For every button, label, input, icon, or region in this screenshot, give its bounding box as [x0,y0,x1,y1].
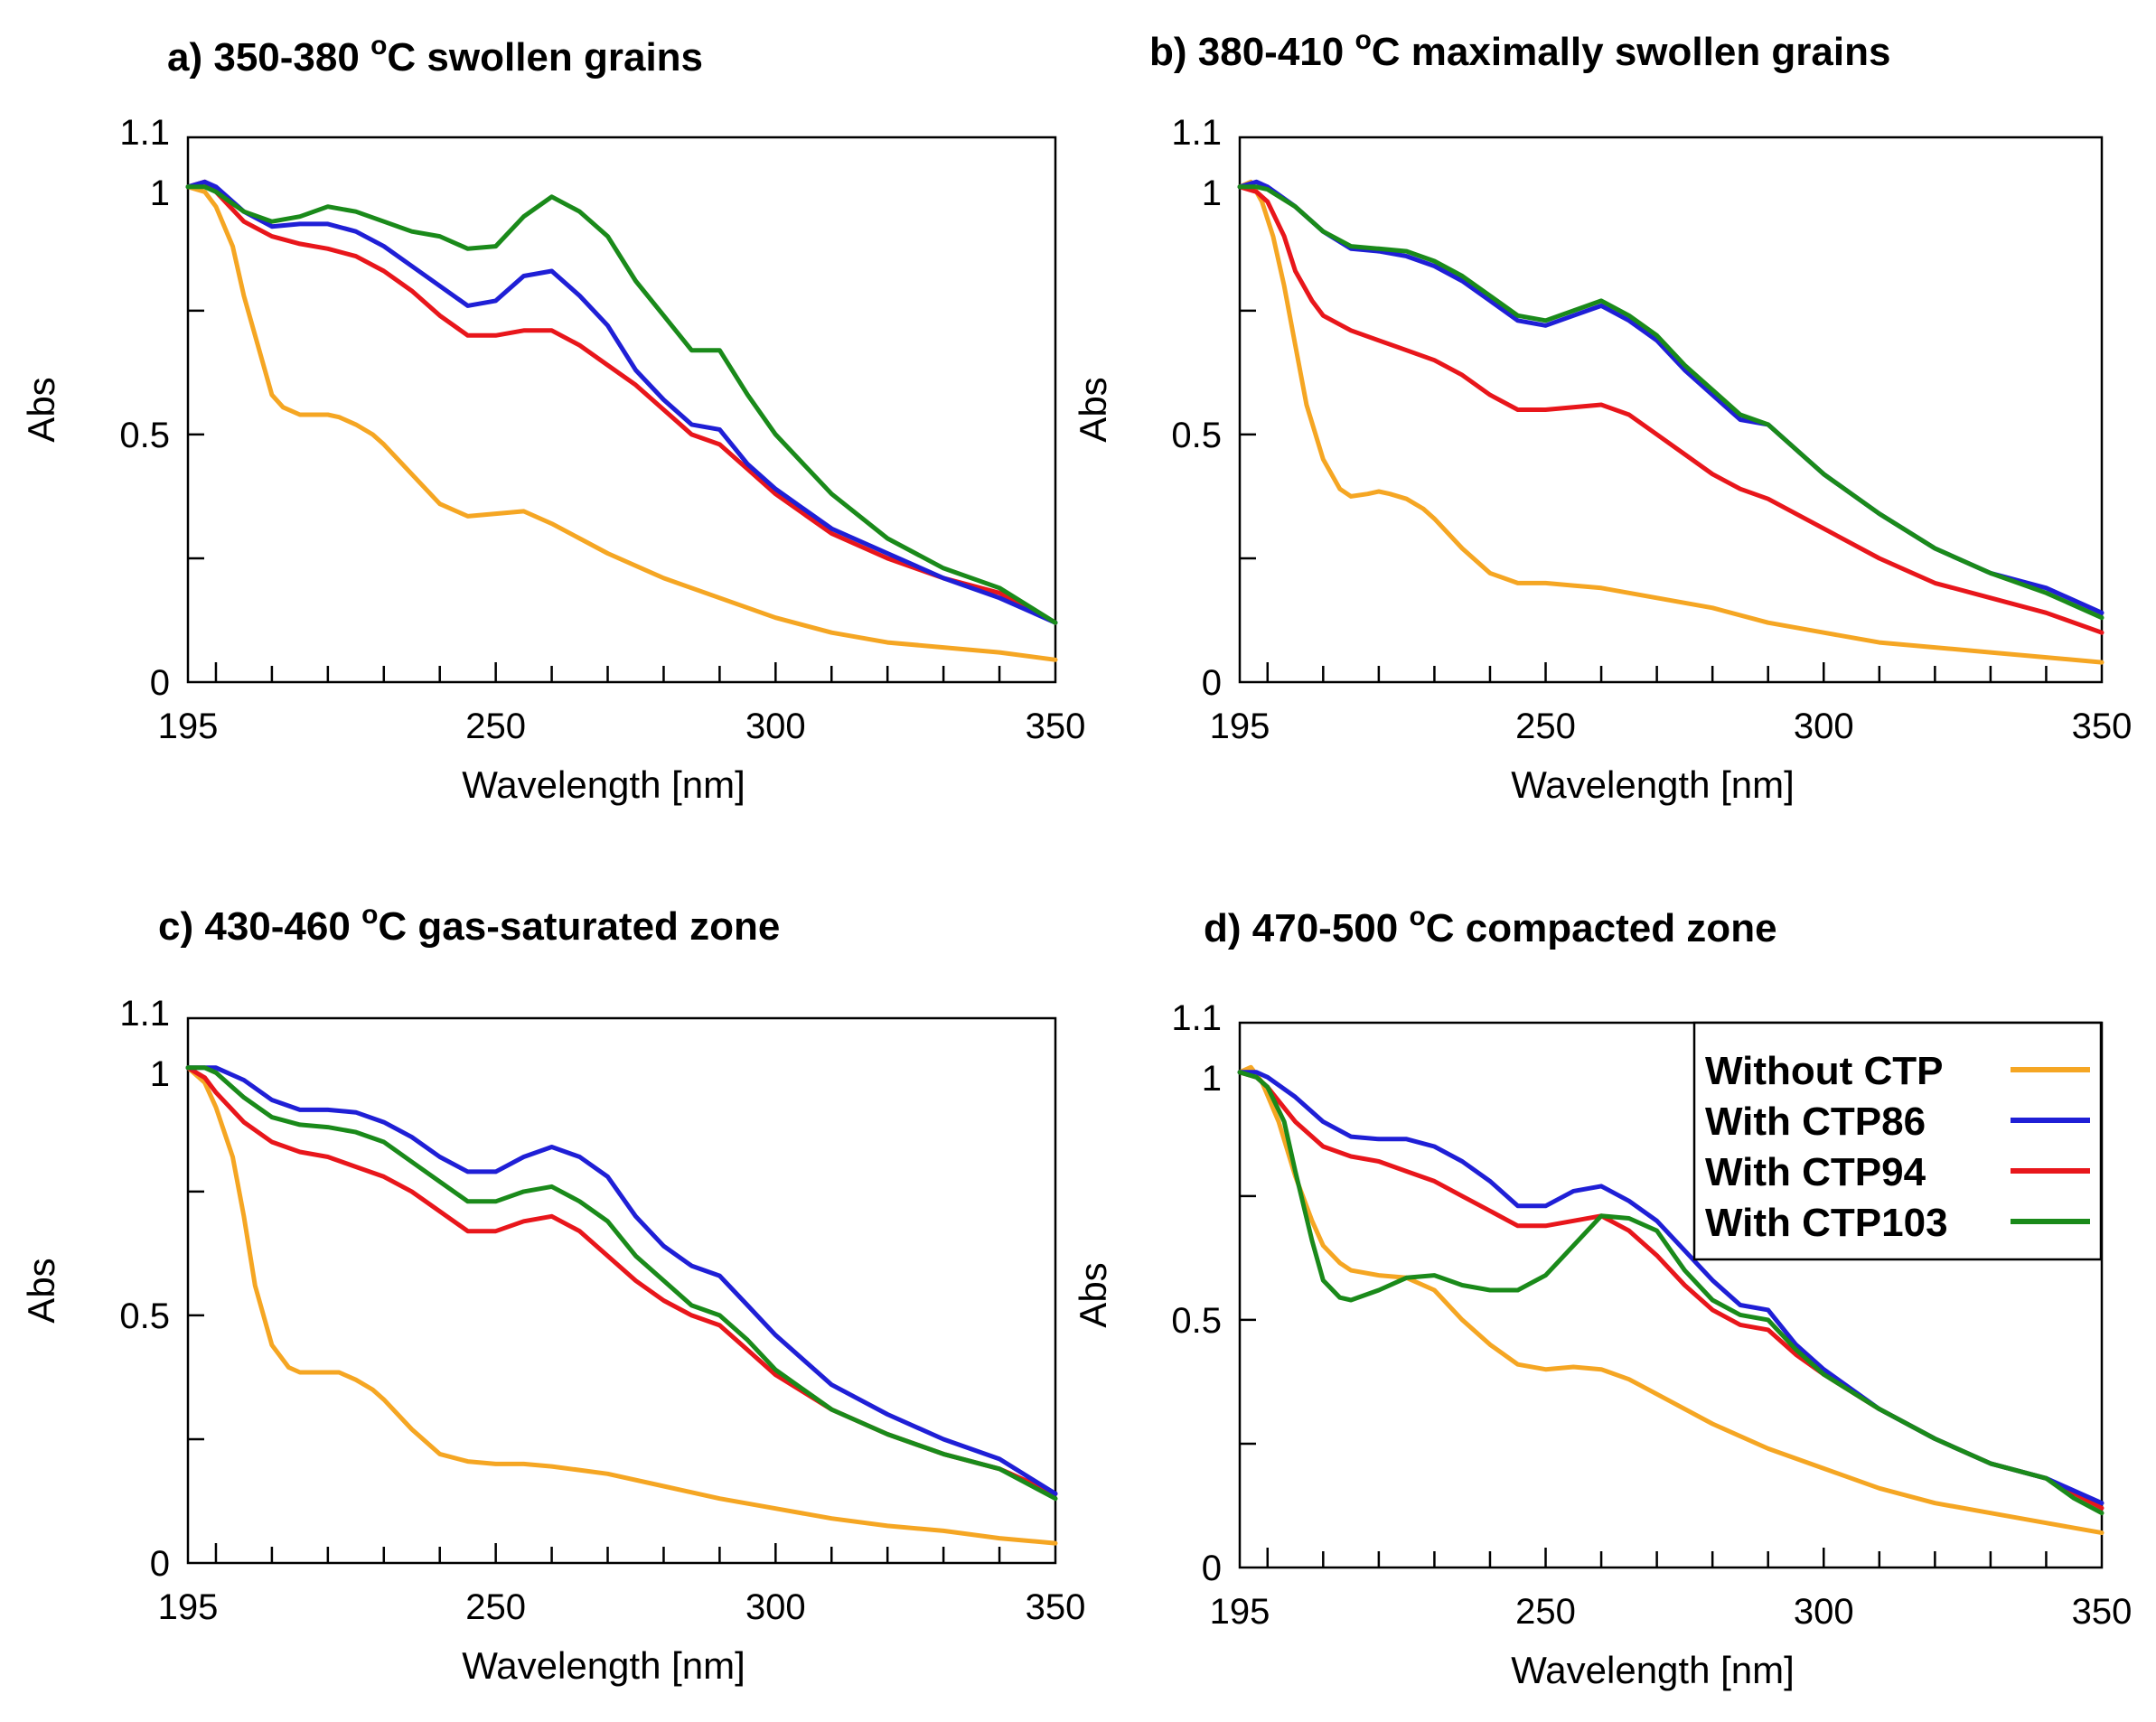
x-tick-label: 250 [465,707,526,746]
title-text-rest: C maximally swollen grains [1372,30,1891,74]
series-line-with-ctp103 [185,1065,1058,1502]
legend-label: With CTP94 [1705,1150,1926,1194]
series-line-with-ctp94 [185,179,1058,625]
series-line-with-ctp103 [1237,1070,2104,1516]
title-text-rest: C swollen grains [387,35,703,80]
x-tick-label: 350 [1026,1587,1086,1627]
plot-frame [186,1016,1057,1565]
title-superscript: o [361,900,378,930]
y-tick-label: 0 [150,663,170,703]
panel-b: b) 380-410 oC maximally swollen grains 19… [1072,25,2132,806]
panel-title: a) 350-380 oC swollen grains [167,31,703,80]
series-line-with-ctp103 [185,184,1058,625]
title-text: d) 470-500 [1204,906,1409,950]
y-tick-label: 1.1 [119,994,170,1034]
y-tick-label: 0.5 [1171,1301,1222,1341]
series-line-with-ctp86 [185,1065,1058,1496]
x-tick-label: 250 [1515,1592,1576,1632]
plot-frame [1238,1021,2104,1569]
panel-d: d) 470-500 oC compacted zone 195 250 300 350… [1072,902,2132,1691]
x-tick-label: 250 [465,1587,526,1627]
panel-title: d) 470-500 oC compacted zone [1204,902,1777,950]
y-axis-label: Abs [1072,1262,1114,1327]
y-tick-label: 0 [1202,1549,1222,1588]
y-tick-label: 0.5 [119,416,170,455]
panel-a: a) 350-380 oC swollen grains 195 250 300 350… [20,31,1085,806]
title-superscript: o [1409,902,1425,931]
legend-label: Without CTP [1705,1049,1944,1093]
y-tick-label: 0.5 [119,1296,170,1336]
legend-label: With CTP103 [1705,1201,1948,1245]
y-tick-label: 1.1 [1171,998,1222,1038]
legend-label: With CTP86 [1705,1100,1926,1144]
y-axis-label: Abs [20,377,62,442]
title-superscript: o [370,31,387,61]
x-tick-label: 350 [1026,707,1086,746]
y-tick-label: 0 [150,1544,170,1584]
title-superscript: o [1355,25,1371,55]
series-line-without-ctp [185,1065,1058,1546]
y-tick-label: 1 [150,1054,170,1094]
x-axis-label: Wavelength [nm] [462,1644,745,1687]
x-tick-label: 300 [1794,707,1854,746]
title-text-rest: C gas-saturated zone [378,904,780,949]
x-tick-label: 300 [1794,1592,1854,1632]
series-line-without-ctp [1237,179,2104,665]
plot-frame [186,136,1057,684]
series-line-with-ctp94 [1237,184,2104,635]
x-tick-label: 350 [2072,707,2133,746]
title-text: c) 430-460 [158,904,361,949]
series-line-with-ctp103 [1237,184,2104,621]
x-tick-label: 300 [745,1587,806,1627]
x-axis-label: Wavelength [nm] [462,763,745,806]
title-text: b) 380-410 [1149,30,1355,74]
y-tick-label: 1.1 [1171,113,1222,153]
x-tick-label: 250 [1515,707,1576,746]
y-tick-label: 0 [1202,663,1222,703]
plot-frame [1238,136,2104,684]
x-tick-label: 195 [158,1587,219,1627]
x-axis-label: Wavelength [nm] [1511,1649,1795,1691]
x-tick-label: 350 [2072,1592,2133,1632]
x-tick-label: 195 [1210,707,1270,746]
y-axis-label: Abs [1072,377,1114,442]
x-axis-label: Wavelength [nm] [1511,763,1795,806]
x-tick-label: 300 [745,707,806,746]
title-text-rest: C compacted zone [1426,906,1777,950]
y-tick-label: 1.1 [119,113,170,153]
y-tick-label: 1 [1202,1059,1222,1099]
y-tick-label: 1 [150,173,170,213]
y-tick-label: 0.5 [1171,416,1222,455]
panel-c: c) 430-460 oC gas-saturated zone 195 250 30… [20,900,1085,1687]
legend: Without CTP With CTP86 With CTP94 With CTP1… [1692,1021,2103,1261]
y-axis-label: Abs [20,1258,62,1323]
series-line-without-ctp [185,184,1058,662]
title-text: a) 350-380 [167,35,370,80]
series-line-with-ctp86 [185,179,1058,625]
x-tick-label: 195 [158,707,219,746]
x-tick-label: 195 [1210,1592,1270,1632]
panel-title: b) 380-410 oC maximally swollen grains [1149,25,1890,74]
y-tick-label: 1 [1202,173,1222,213]
panel-title: c) 430-460 oC gas-saturated zone [158,900,780,949]
